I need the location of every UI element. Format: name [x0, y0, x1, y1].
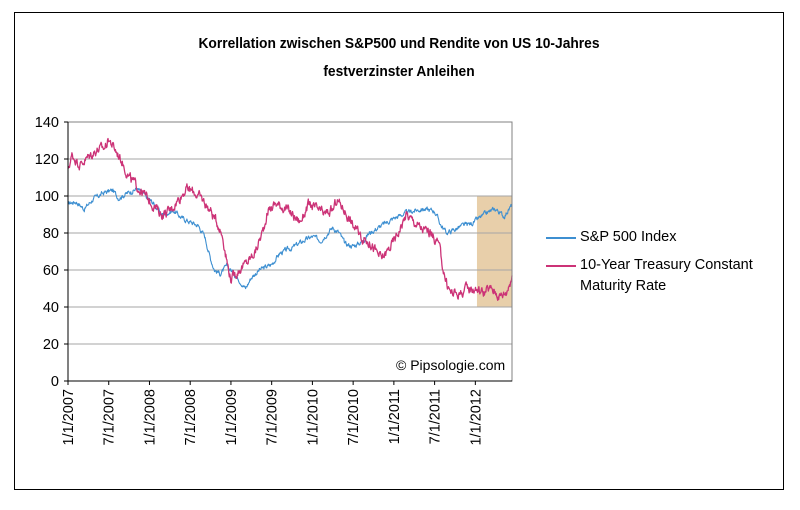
y-tick-label: 0	[51, 374, 59, 390]
chart-frame	[14, 12, 784, 490]
chart-title-line1: Korrellation zwischen S&P500 und Rendite…	[198, 35, 600, 52]
y-tick-label: 80	[43, 226, 59, 242]
x-tick-label: 1/1/2012	[468, 389, 484, 445]
x-tick-label: 7/1/2010	[346, 389, 362, 445]
x-tick-label: 7/1/2008	[183, 389, 199, 445]
y-tick-label: 40	[43, 300, 59, 316]
legend-swatch-treasury	[546, 265, 576, 267]
series-line-sp500	[67, 187, 513, 290]
plot-border	[67, 121, 513, 382]
series-line-treasury	[67, 137, 513, 301]
y-tick-label: 60	[43, 263, 59, 279]
x-tick-label: 1/1/2011	[387, 389, 403, 444]
x-tick-label: 1/1/2008	[142, 389, 158, 445]
x-tick-label: 7/1/2011	[428, 389, 444, 444]
y-tick-label: 100	[35, 189, 59, 205]
legend-label-treasury: 10-Year Treasury Constant Maturity Rate	[580, 257, 753, 294]
x-tick-label: 7/1/2009	[265, 389, 281, 445]
x-tick-label: 1/1/2010	[305, 389, 321, 445]
x-tick-label: 1/1/2009	[224, 389, 240, 445]
legend-label-sp500: S&P 500 Index	[580, 229, 677, 245]
y-tick-label: 120	[35, 152, 59, 168]
chart-subtitle: festverzinster Anleihen	[323, 63, 475, 80]
x-tick-label: 1/1/2007	[61, 389, 77, 445]
y-tick-label: 140	[35, 115, 59, 131]
x-tick-label: 7/1/2007	[102, 389, 118, 445]
chart-title: Korrellation zwischen S&P500 und Rendite…	[45, 30, 753, 86]
watermark: © Pipsologie.com	[396, 357, 506, 373]
y-tick-label: 20	[43, 337, 59, 353]
legend-swatch-sp500	[546, 237, 576, 239]
